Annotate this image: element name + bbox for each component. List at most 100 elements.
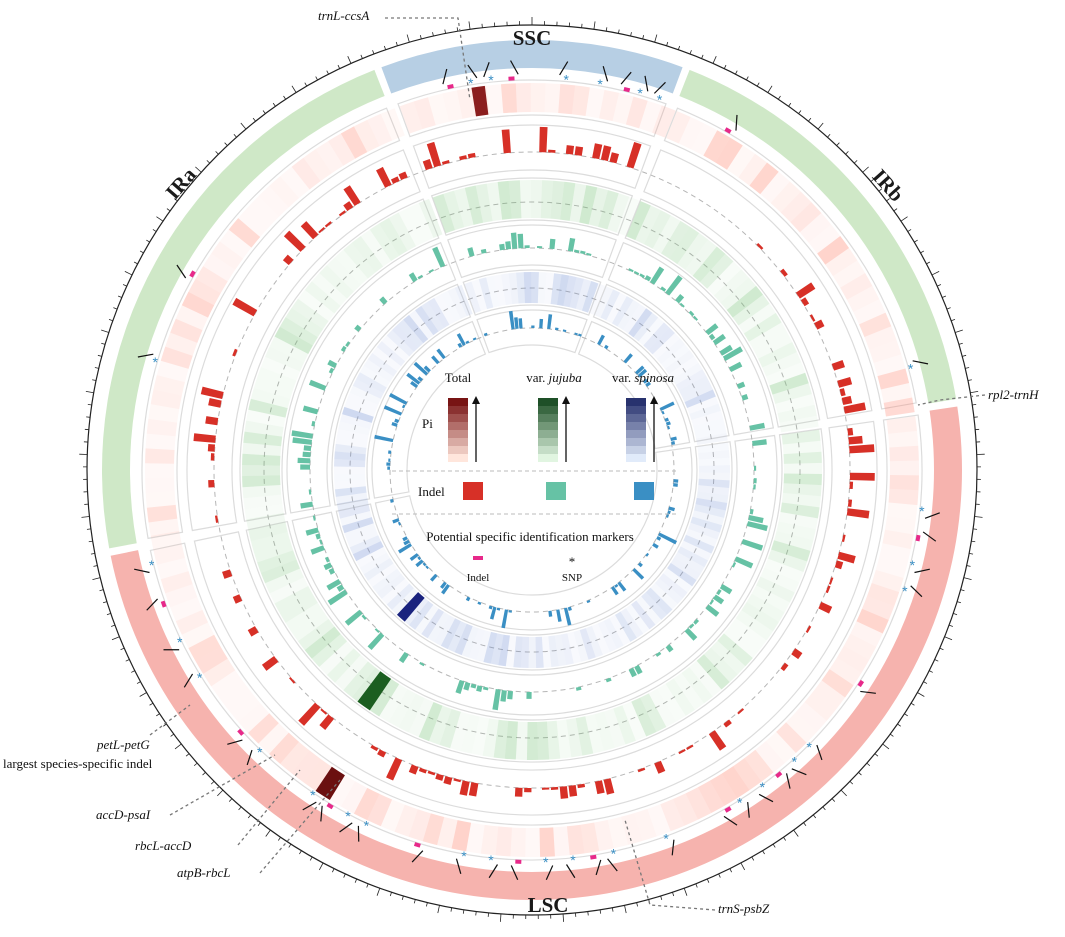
legend-arrowhead	[650, 396, 658, 404]
indel-total-bar	[841, 534, 846, 543]
tick-mark	[347, 56, 352, 64]
pi-total-cell	[160, 346, 193, 369]
callout-line-1	[917, 394, 986, 406]
indel-spinosa-bar	[673, 483, 678, 487]
tick-mark	[937, 284, 942, 287]
pi-total-cell	[869, 340, 902, 363]
pi-spinosa-cell	[694, 425, 727, 439]
pi-total-cell	[755, 741, 785, 773]
tick-mark	[332, 868, 335, 873]
pi-total-cell	[156, 360, 189, 383]
indel-total-bar	[708, 730, 727, 751]
pi-total-cell	[340, 781, 368, 814]
tick-mark	[163, 723, 167, 727]
pi-jujuba-cell	[369, 678, 400, 717]
pi-jujuba-cell	[648, 688, 677, 727]
pi-total-cell	[303, 149, 332, 182]
marker-snp: *	[488, 852, 494, 868]
pi-spinosa-cell	[349, 385, 381, 405]
indel-spinosa-bar	[410, 380, 418, 388]
tick-mark	[106, 613, 111, 616]
pi-total-cell	[146, 418, 178, 437]
indel-jujuba-bar	[753, 478, 757, 484]
indel-jujuba-bar	[419, 661, 425, 667]
indel-jujuba-bar	[649, 266, 665, 285]
indel-spinosa-bar	[645, 381, 651, 387]
pi-total-cell	[280, 741, 310, 774]
tick-mark	[125, 659, 130, 662]
marker-indel	[237, 728, 245, 736]
callout-trns-psbz: trnS-psbZ	[718, 901, 770, 916]
dashed-baseline-1	[263, 201, 801, 739]
pi-jujuba-cell	[769, 372, 809, 395]
indel-spinosa-bar	[617, 581, 627, 592]
pi-spinosa-cell	[681, 382, 713, 403]
pi-jujuba-cell	[758, 341, 797, 368]
tick-mark	[360, 54, 363, 59]
indel-total-bar	[780, 268, 788, 277]
indel-spinosa-bar	[667, 425, 670, 430]
tick-mark	[85, 390, 94, 394]
indel-spinosa-bar	[431, 355, 440, 365]
indel-total-bar	[283, 230, 306, 252]
pi-jujuba-cell	[681, 666, 713, 704]
callout-trnl-ccsa: trnL-ccsA	[318, 8, 369, 23]
pi-total-cell	[148, 518, 180, 538]
pi-jujuba-cell	[265, 568, 304, 594]
pi-spinosa-cell	[692, 510, 725, 526]
indel-jujuba-bar	[300, 501, 314, 509]
indel-spinosa-bar	[387, 466, 391, 470]
pi-spinosa-cell	[528, 636, 537, 668]
tick-mark	[618, 29, 620, 34]
indel-jujuba-bar	[432, 246, 446, 268]
pi-jujuba-cell	[508, 180, 522, 219]
pi-jujuba-cell	[248, 398, 288, 418]
pi-spinosa-cell	[440, 290, 461, 322]
indel-spinosa-bar	[586, 599, 591, 604]
pi-jujuba-cell	[257, 367, 297, 390]
pi-total-cell	[238, 207, 270, 238]
pi-jujuba-cell	[748, 322, 788, 351]
pi-spinosa-cell	[334, 466, 366, 475]
pi-jujuba-cell	[291, 610, 329, 642]
indel-spinosa-bar	[518, 318, 523, 329]
track-ring-3	[607, 241, 775, 436]
track-ring-4	[335, 441, 733, 671]
indel-jujuba-bar	[537, 246, 543, 249]
pi-jujuba-cell	[475, 183, 493, 223]
indel-jujuba-bar	[719, 344, 733, 356]
legend-indel-total-swatch	[463, 482, 483, 500]
segment-arc-ssc	[381, 40, 683, 94]
indel-total-bar	[443, 775, 453, 785]
tick-axis-circle	[86, 24, 978, 916]
indel-total-bar	[247, 626, 259, 637]
pi-total-cell	[437, 817, 458, 849]
indel-spinosa-bar	[574, 332, 578, 336]
indel-jujuba-bar	[674, 294, 685, 304]
pi-spinosa-cell	[636, 596, 662, 625]
indel-jujuba-bar	[709, 599, 715, 605]
indel-spinosa-bar	[423, 365, 431, 373]
pi-jujuba-cell	[781, 429, 821, 445]
pi-jujuba-cell	[242, 475, 281, 488]
indel-jujuba-bar	[305, 527, 319, 536]
indel-spinosa-bar	[477, 601, 482, 605]
tick-mark	[946, 307, 951, 310]
pi-spinosa-cell	[461, 626, 479, 658]
pi-total-cell	[315, 141, 344, 174]
tick-mark	[94, 367, 99, 369]
marker-leader	[246, 749, 253, 766]
track-ring-2	[239, 198, 440, 522]
legend-col-total: Total	[445, 370, 472, 385]
tick-mark	[923, 681, 928, 684]
pi-total-cell	[353, 787, 380, 821]
tick-mark	[939, 647, 944, 651]
tick-mark	[99, 589, 104, 592]
legend-arrowhead	[562, 396, 570, 404]
pi-jujuba-cell	[285, 602, 324, 633]
indel-jujuba-bar	[628, 667, 637, 678]
tick-mark	[240, 122, 247, 130]
tick-mark	[195, 166, 202, 173]
pi-total-cell	[427, 93, 450, 126]
marker-leader	[559, 61, 569, 76]
